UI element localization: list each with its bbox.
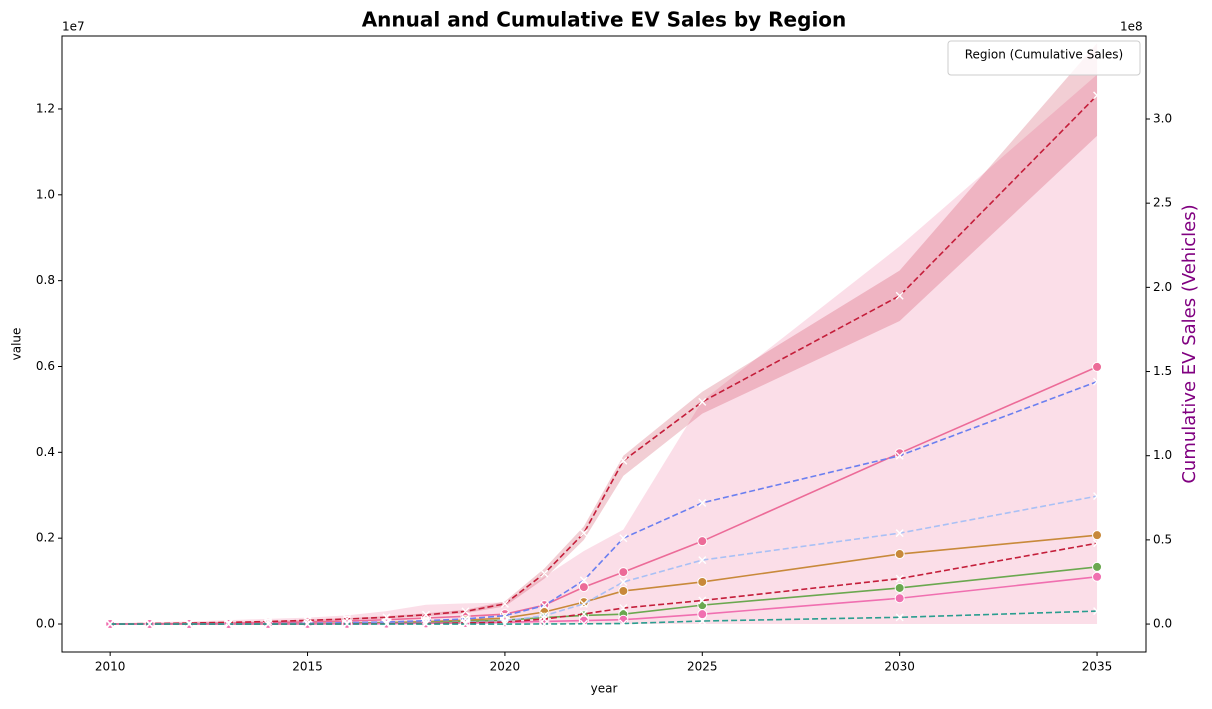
y2-tick-label: 2.0 (1153, 280, 1172, 294)
y-tick-label: 0.4 (36, 445, 55, 459)
point-marker (578, 582, 589, 593)
legend-box (947, 40, 1141, 76)
point-marker (224, 620, 233, 629)
point-marker (461, 607, 470, 616)
point-marker (578, 615, 589, 626)
point-marker (421, 620, 430, 629)
chart-title: Annual and Cumulative EV Sales by Region (362, 8, 847, 32)
plot-frame (61, 35, 1147, 653)
point-marker (264, 620, 273, 629)
point-marker (343, 620, 352, 629)
point-marker (895, 613, 904, 622)
point-marker (500, 599, 509, 608)
y2-offset-label: 1e8 (1120, 20, 1143, 34)
point-marker (1093, 492, 1102, 501)
point-marker (619, 456, 628, 465)
y2-tick-label: 0.0 (1153, 617, 1172, 631)
point-marker (461, 618, 470, 627)
point-marker (540, 619, 549, 628)
point-marker (1092, 561, 1103, 572)
point-marker (895, 291, 904, 300)
y2-axis-label: Cumulative EV Sales (Vehicles) (1179, 204, 1200, 483)
y2-tick-label: 3.0 (1153, 111, 1172, 125)
point-marker (1093, 607, 1102, 616)
point-marker (697, 536, 708, 547)
point-marker (895, 529, 904, 538)
point-marker (500, 616, 509, 625)
y-tick-label: 1.2 (36, 101, 55, 115)
point-marker (1092, 530, 1103, 541)
point-marker (343, 618, 352, 627)
point-marker (619, 577, 628, 586)
point-marker (579, 576, 588, 585)
point-marker (579, 599, 588, 608)
point-marker (697, 600, 708, 611)
point-marker (619, 604, 628, 613)
x-tick-label: 2035 (1082, 660, 1113, 674)
point-marker (145, 620, 154, 629)
point-marker (1093, 91, 1102, 100)
y2-tick-label: 1.5 (1153, 364, 1172, 378)
point-marker (540, 569, 549, 578)
point-marker (1093, 539, 1102, 548)
point-marker (619, 534, 628, 543)
point-marker (618, 567, 629, 578)
y-tick-label: 0.2 (36, 531, 55, 545)
point-marker (895, 574, 904, 583)
x-axis-label: year (591, 682, 618, 696)
point-marker (698, 596, 707, 605)
point-marker (619, 619, 628, 628)
point-marker (500, 620, 509, 629)
point-marker (382, 620, 391, 629)
y2-tick-label: 2.5 (1153, 196, 1172, 210)
point-marker (895, 451, 904, 460)
y2-tick-label: 0.5 (1153, 532, 1172, 546)
x-tick-label: 2020 (490, 660, 521, 674)
point-marker (540, 601, 549, 610)
point-marker (698, 498, 707, 507)
point-marker (579, 529, 588, 538)
y-tick-label: 0.6 (36, 359, 55, 373)
point-marker (894, 549, 905, 560)
x-tick-label: 2025 (687, 660, 718, 674)
confidence-band (110, 74, 1098, 625)
x-tick-label: 2010 (95, 660, 126, 674)
point-marker (698, 617, 707, 626)
point-marker (106, 620, 115, 629)
y-tick-label: 0.0 (36, 617, 55, 631)
legend-title: Region (Cumulative Sales) (965, 48, 1124, 62)
point-marker (697, 609, 708, 620)
point-marker (1092, 361, 1103, 372)
point-marker (579, 619, 588, 628)
point-marker (618, 585, 629, 596)
point-marker (303, 620, 312, 629)
point-marker (894, 593, 905, 604)
point-marker (697, 576, 708, 587)
point-marker (421, 610, 430, 619)
point-marker (1092, 571, 1103, 582)
point-marker (698, 397, 707, 406)
y-axis-label: value (10, 328, 24, 361)
x-tick-label: 2015 (292, 660, 323, 674)
y2-tick-label: 1.0 (1153, 448, 1172, 462)
x-tick-label: 2030 (884, 660, 915, 674)
point-marker (698, 556, 707, 565)
y-tick-label: 0.8 (36, 273, 55, 287)
y-tick-label: 1.0 (36, 187, 55, 201)
point-marker (185, 620, 194, 629)
point-marker (894, 582, 905, 593)
point-marker (185, 619, 194, 628)
point-marker (1093, 377, 1102, 386)
point-marker (579, 609, 588, 618)
y-offset-label: 1e7 (62, 20, 85, 34)
point-marker (461, 620, 470, 629)
